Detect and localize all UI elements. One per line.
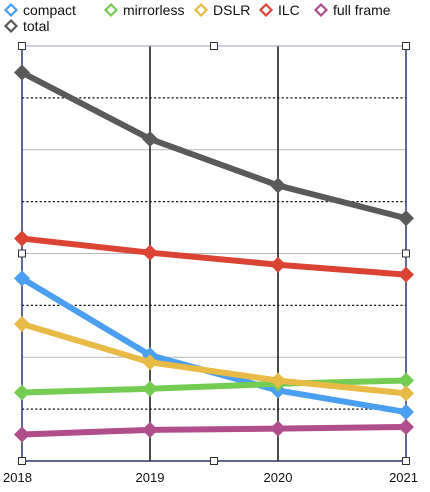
legend-label: mirrorless (123, 2, 184, 18)
legend-item-full-frame: full frame (313, 2, 391, 18)
series-dslr (14, 316, 414, 402)
selection-handles[interactable] (18, 42, 410, 465)
series-line-ilc (19, 235, 409, 278)
legend-diamond-icon (193, 2, 209, 18)
resize-handle[interactable] (402, 457, 410, 465)
resize-handle[interactable] (18, 457, 26, 465)
data-point-compact (398, 404, 414, 421)
data-point-full-frame (14, 426, 30, 443)
data-point-ilc (398, 266, 414, 283)
data-point-mirrorless (398, 372, 414, 389)
legend-label: DSLR (213, 2, 250, 18)
legend-item-compact: compact (3, 2, 76, 18)
data-point-mirrorless (142, 380, 158, 397)
legend: compact mirrorless DSLR ILC full frame total (3, 2, 391, 34)
series-line-total (19, 69, 409, 222)
data-point-total (398, 210, 414, 227)
data-point-ilc (270, 256, 286, 273)
data-point-dslr (142, 354, 158, 371)
grid (22, 46, 406, 461)
data-point-total (270, 177, 286, 194)
data-point-compact (14, 270, 30, 287)
series-full-frame (14, 418, 414, 443)
legend-item-total: total (3, 18, 49, 34)
series-lines (14, 64, 414, 443)
resize-handle[interactable] (210, 42, 218, 50)
x-tick-label: 2019 (136, 470, 165, 485)
data-point-ilc (142, 244, 158, 261)
x-tick-label: 2018 (3, 470, 32, 485)
data-point-dslr (270, 372, 286, 389)
resize-handle[interactable] (402, 42, 410, 50)
series-compact (14, 270, 414, 421)
legend-diamond-icon (258, 2, 274, 18)
legend-item-dslr: DSLR (193, 2, 250, 18)
data-point-total (14, 64, 30, 81)
series-line-full-frame (19, 423, 409, 438)
resize-handle[interactable] (402, 249, 410, 258)
x-tick-label: 2020 (264, 470, 293, 485)
legend-diamond-icon (3, 18, 19, 34)
legend-label: total (23, 18, 49, 34)
x-axis-ticks: 2018 2019 2020 2021 (3, 470, 418, 485)
data-point-full-frame (398, 418, 414, 435)
data-point-mirrorless (14, 384, 30, 401)
data-point-dslr (398, 385, 414, 402)
legend-diamond-icon (103, 2, 119, 18)
x-tick-label: 2021 (389, 470, 418, 485)
resize-handle[interactable] (210, 457, 218, 465)
legend-label: ILC (278, 2, 300, 18)
series-line-mirrorless (19, 377, 409, 396)
data-point-ilc (14, 230, 30, 247)
series-line-dslr (19, 321, 409, 397)
resize-handle[interactable] (18, 42, 26, 50)
data-point-dslr (14, 316, 30, 333)
legend-diamond-icon (3, 2, 19, 18)
resize-handle[interactable] (18, 249, 26, 258)
legend-label: full frame (333, 2, 391, 18)
series-total (14, 64, 414, 227)
data-point-full-frame (142, 421, 158, 438)
legend-diamond-icon (313, 2, 329, 18)
series-ilc (14, 230, 414, 283)
data-point-total (142, 130, 158, 147)
legend-item-mirrorless: mirrorless (103, 2, 184, 18)
legend-item-ilc: ILC (258, 2, 300, 18)
legend-label: compact (23, 2, 76, 18)
data-point-full-frame (270, 420, 286, 437)
